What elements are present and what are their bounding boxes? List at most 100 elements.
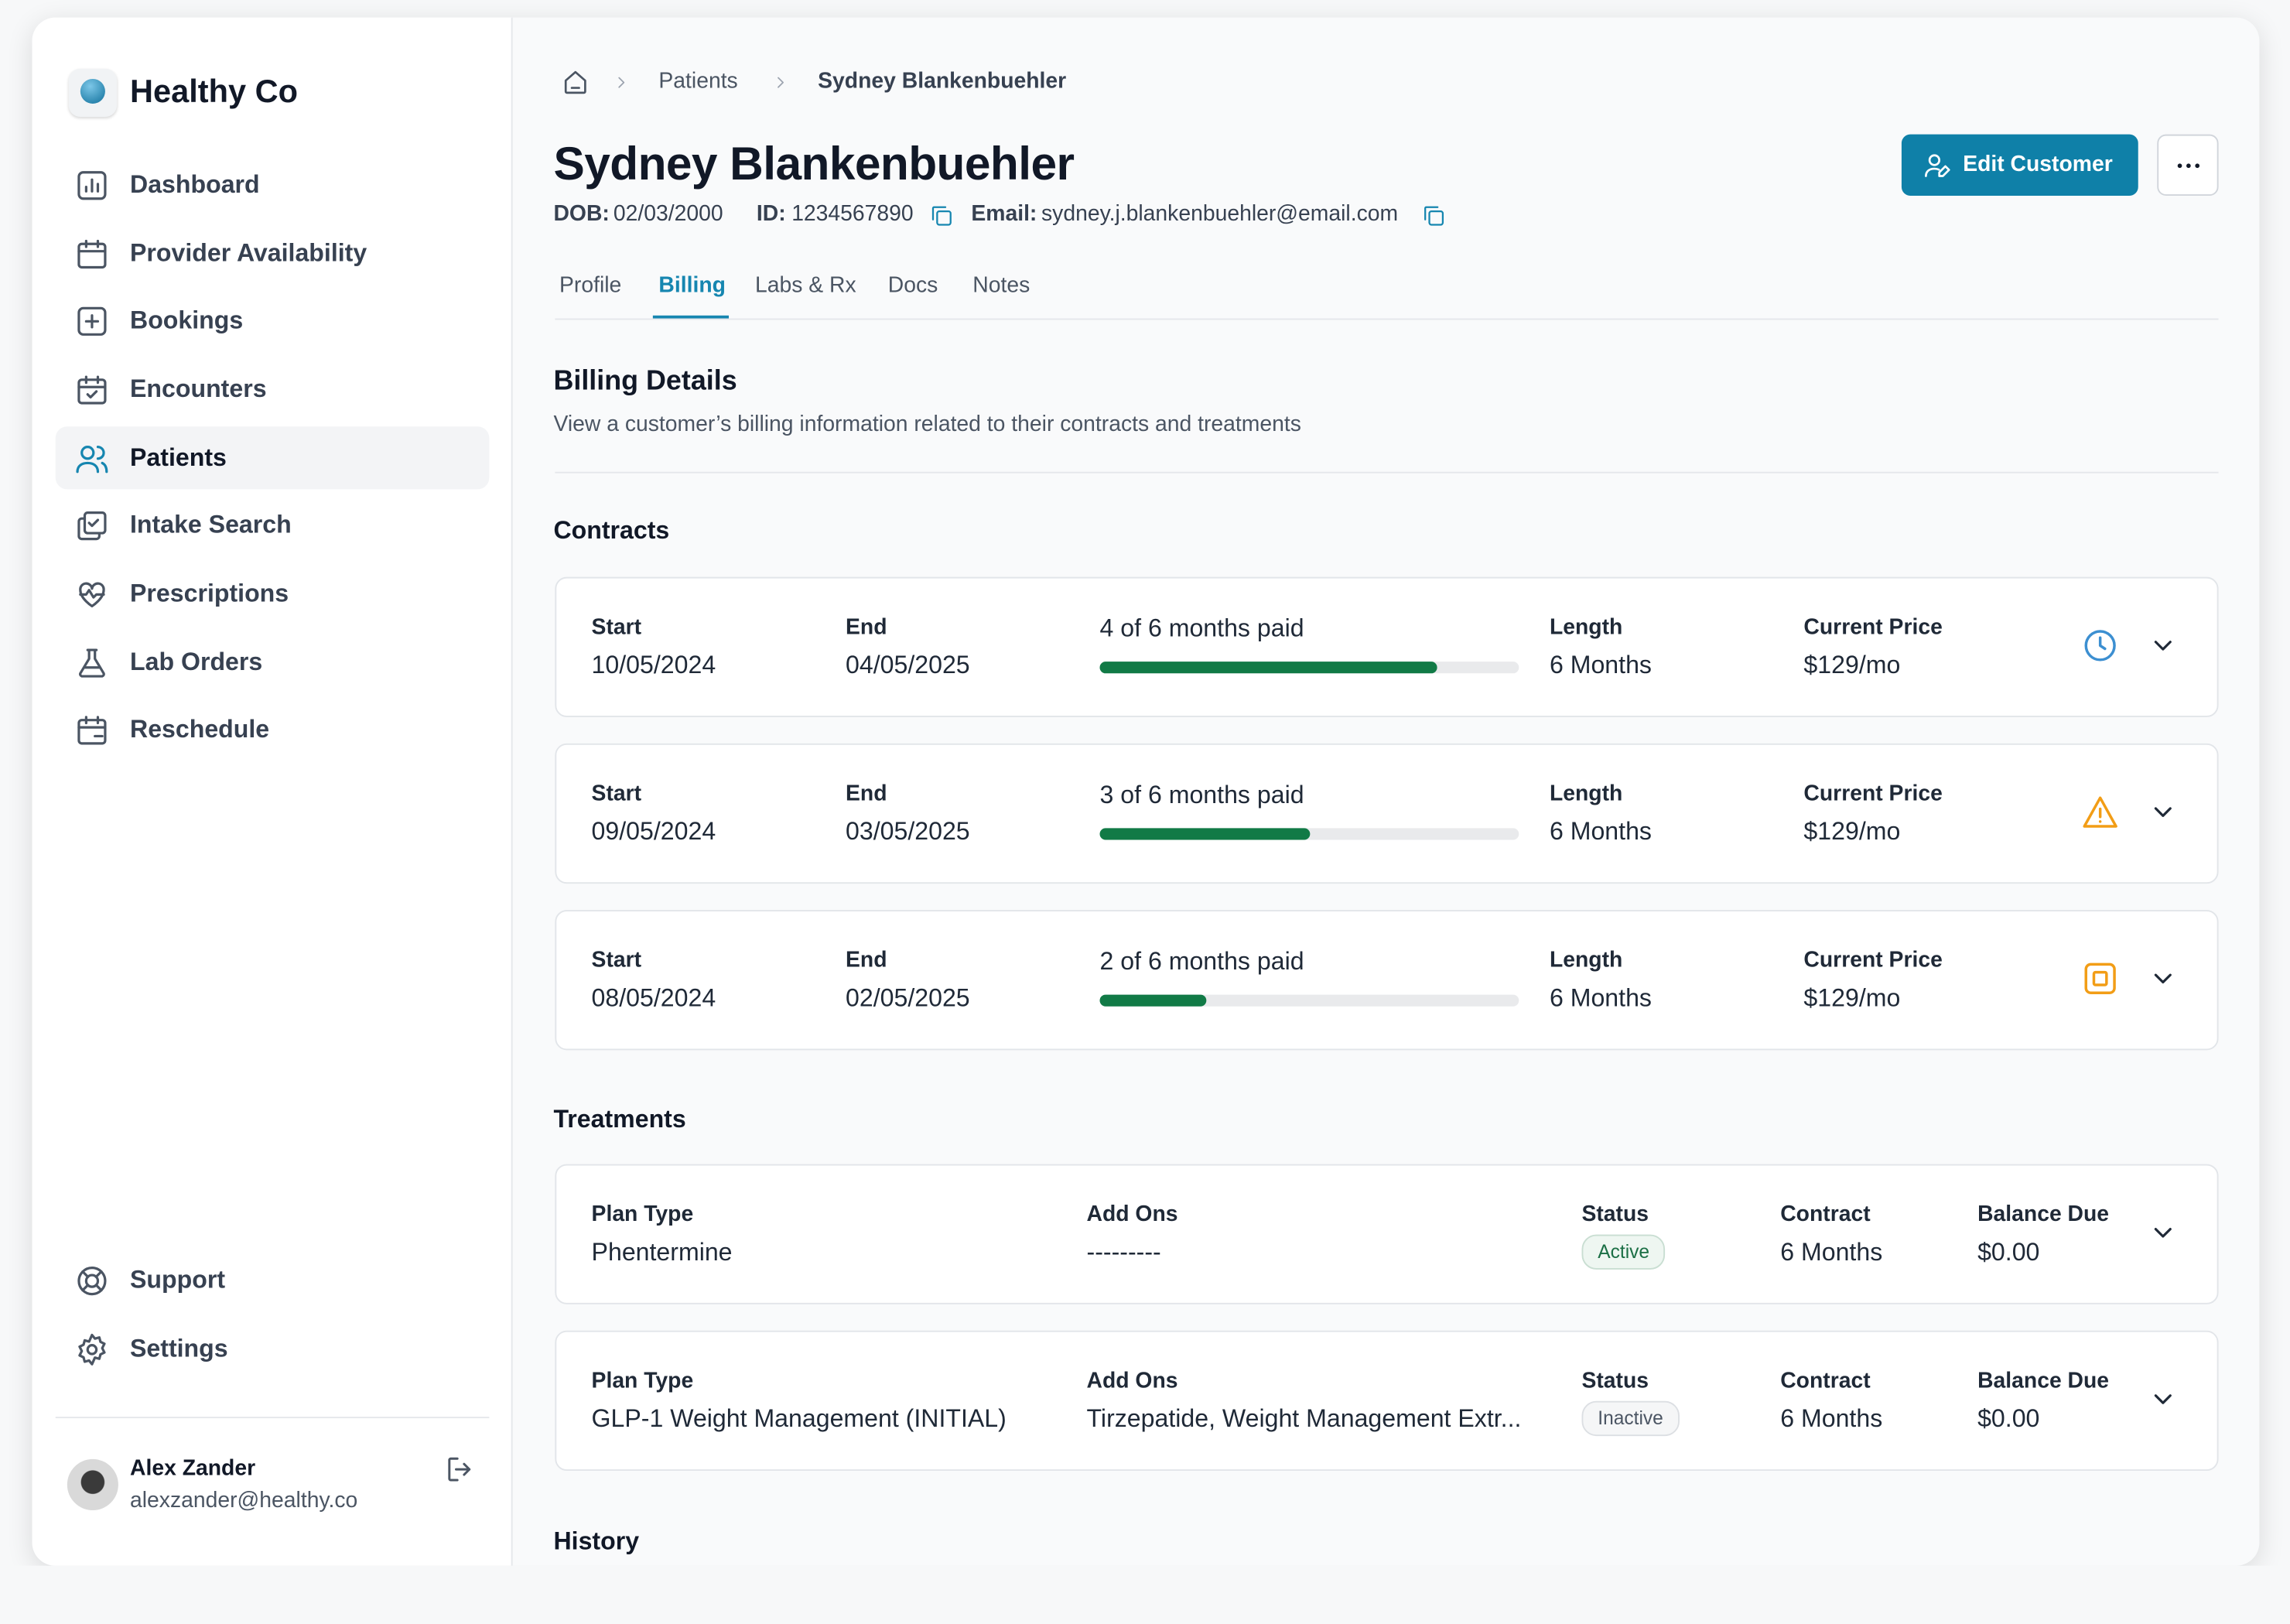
icon-stroke [84, 1274, 100, 1288]
icon-stroke [77, 517, 101, 541]
nav-item[interactable]: Patients [130, 443, 227, 472]
plan-type: GLP-1 Weight Management (INITIAL) [591, 1404, 1007, 1433]
tab[interactable]: Docs [887, 273, 938, 299]
icon-stroke [2092, 970, 2108, 986]
edit-button[interactable] [1901, 134, 2138, 196]
column-label: Add Ons [1086, 1368, 1178, 1393]
nav-icon [77, 511, 107, 541]
nav-item[interactable]: Prescriptions [130, 580, 289, 607]
brand-logo-mark [80, 78, 105, 104]
status-icon [2083, 796, 2117, 828]
meta-label: Email: [971, 201, 1037, 227]
icon-stroke [77, 375, 107, 399]
column-label: Plan Type [591, 1202, 694, 1227]
tab[interactable]: Billing [658, 273, 726, 299]
column-label: Current Price [1803, 781, 1943, 807]
expand-chevron[interactable] [2148, 1385, 2178, 1414]
icon-stroke [936, 210, 952, 225]
treatment-card [555, 1164, 2219, 1304]
nav-icon [77, 306, 107, 336]
icon-stroke [80, 446, 95, 460]
nav-item[interactable]: Encounters [130, 374, 267, 403]
more-dot [2186, 162, 2190, 168]
expand-chevron[interactable] [2148, 1218, 2178, 1247]
tab[interactable]: Labs & Rx [754, 273, 856, 299]
window-bottom-mask [0, 1565, 2290, 1624]
contract-start: 10/05/2024 [591, 651, 716, 679]
nav-icon [77, 716, 107, 745]
more-dot [2176, 162, 2182, 168]
nav-icon [79, 582, 105, 608]
tab-underline [652, 315, 730, 319]
contract-end: 02/05/2025 [846, 984, 970, 1012]
icon-stroke [77, 306, 107, 336]
add-ons: Tirzepatide, Weight Management Extr... [1086, 1404, 1522, 1433]
column-label: Current Price [1803, 614, 1943, 640]
icon-stroke [778, 76, 784, 87]
column-label: End [846, 614, 887, 640]
subsection-title: Treatments [553, 1105, 686, 1133]
nav-item[interactable]: Reschedule [130, 715, 270, 744]
breadcrumb-sep [778, 76, 784, 87]
payment-progress-label: 3 of 6 months paid [1099, 781, 1304, 809]
icon-stroke [77, 716, 107, 738]
nav-item[interactable]: Bookings [130, 306, 244, 334]
contract-length: 6 Months [1780, 1404, 1883, 1433]
column-label: End [846, 948, 887, 973]
logout-icon[interactable] [444, 1453, 477, 1486]
column-label: Contract [1780, 1202, 1871, 1227]
icon-stroke [2154, 641, 2172, 651]
meta-value: 1234567890 [791, 201, 914, 227]
breadcrumb-item[interactable]: Patients [658, 68, 738, 94]
icon-stroke [77, 378, 107, 405]
contract-card [555, 576, 2219, 717]
breadcrumb-item: Sydney Blankenbuehler [818, 68, 1067, 94]
plan-type: Phentermine [591, 1238, 733, 1267]
meta-label: ID: [756, 201, 786, 227]
icon-stroke [2098, 636, 2107, 651]
expand-chevron[interactable] [2148, 798, 2178, 827]
contract-start: 09/05/2024 [591, 817, 716, 846]
nav-item[interactable]: Settings [130, 1335, 228, 1362]
user-avatar [67, 1458, 118, 1510]
expand-chevron[interactable] [2148, 631, 2178, 661]
nav-item[interactable]: Lab Orders [130, 648, 263, 676]
contract-length: 6 Months [1549, 651, 1652, 679]
nav-item[interactable]: Support [130, 1266, 226, 1294]
icon-stroke [2154, 807, 2172, 817]
column-label: Current Price [1803, 948, 1943, 973]
icon-stroke [77, 719, 107, 745]
breadcrumb-sep [618, 76, 625, 87]
tab[interactable]: Profile [559, 273, 622, 299]
sidebar [32, 17, 513, 1566]
icon-stroke [77, 239, 107, 253]
meta-value: sydney.j.blankenbuehler@email.com [1041, 201, 1399, 227]
column-label: Balance Due [1977, 1368, 2110, 1393]
icon-stroke [84, 178, 100, 193]
status-badge: Active [1581, 1234, 1666, 1270]
contract-price: $129/mo [1803, 984, 1901, 1012]
column-label: Status [1581, 1368, 1649, 1393]
contract-length: 6 Months [1780, 1238, 1883, 1267]
tab[interactable]: Notes [972, 273, 1030, 299]
copy-icon[interactable] [1421, 202, 1446, 227]
contract-length: 6 Months [1549, 984, 1652, 1012]
status-icon [2084, 630, 2116, 662]
section-divider [555, 471, 2219, 474]
nav-item[interactable]: Provider Availability [130, 239, 367, 268]
contract-length: 6 Months [1549, 817, 1652, 846]
icon-stroke [84, 314, 100, 329]
subsection-title: Contracts [553, 516, 670, 545]
nav-item[interactable]: Intake Search [130, 511, 292, 539]
copy-icon[interactable] [929, 202, 954, 227]
icon-stroke [618, 76, 625, 87]
nav-icon [78, 1333, 106, 1366]
balance-due: $0.00 [1977, 1238, 2040, 1267]
icon-stroke [1424, 205, 1439, 220]
column-label: Start [591, 614, 642, 640]
expand-chevron[interactable] [2148, 964, 2178, 993]
icon-stroke [77, 171, 107, 200]
icon-stroke [448, 1457, 471, 1482]
column-label: Length [1549, 614, 1623, 640]
nav-item[interactable]: Dashboard [130, 170, 260, 199]
